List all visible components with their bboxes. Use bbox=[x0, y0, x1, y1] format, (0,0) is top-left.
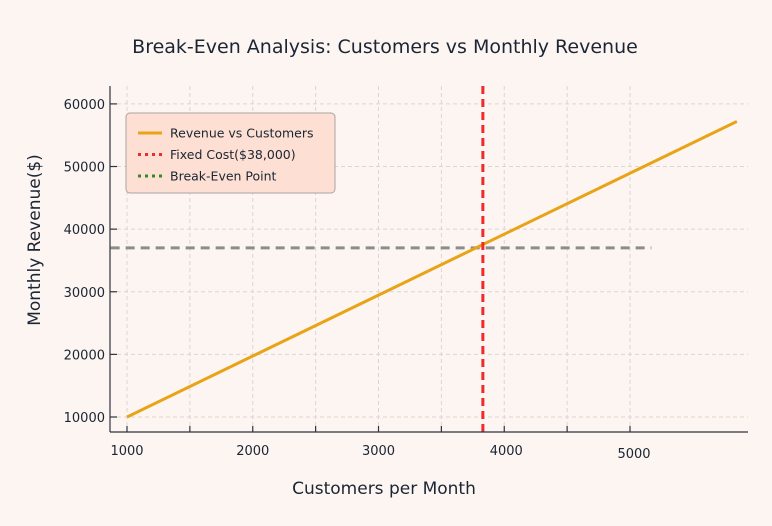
chart-title: Break-Even Analysis: Customers vs Monthl… bbox=[132, 36, 638, 58]
legend-box bbox=[125, 112, 336, 194]
series-layer bbox=[110, 86, 738, 432]
x-tick-label: 5000 bbox=[617, 447, 650, 462]
y-tick-label: 40000 bbox=[64, 223, 105, 238]
y-tick-label: 30000 bbox=[64, 286, 105, 301]
x-tick-label: 2000 bbox=[236, 444, 269, 459]
x-axis-label: Customers per Month bbox=[292, 479, 476, 499]
legend-label: Break-Even Point bbox=[170, 169, 277, 184]
y-axis-label: Monthly Revenue($) bbox=[25, 154, 45, 326]
legend-label: Revenue vs Customers bbox=[170, 126, 314, 141]
y-tick-label: 20000 bbox=[64, 348, 105, 363]
y-tick-label: 60000 bbox=[64, 98, 105, 113]
x-tick-label: 3000 bbox=[362, 444, 395, 459]
tick-labels: 1000 2000 3000 4000 5000 10000 20000 30000 40000… bbox=[64, 98, 651, 462]
x-tick-label: 1000 bbox=[110, 444, 143, 459]
legend: Revenue vs Customers Fixed Cost($38,000) B… bbox=[125, 112, 336, 194]
legend-label: Fixed Cost($38,000) bbox=[170, 147, 296, 162]
y-tick-label: 50000 bbox=[64, 161, 105, 176]
x-tick-label: 4000 bbox=[490, 444, 523, 459]
y-tick-label: 10000 bbox=[64, 411, 105, 426]
revenue-line bbox=[126, 120, 738, 419]
axes bbox=[109, 86, 748, 433]
